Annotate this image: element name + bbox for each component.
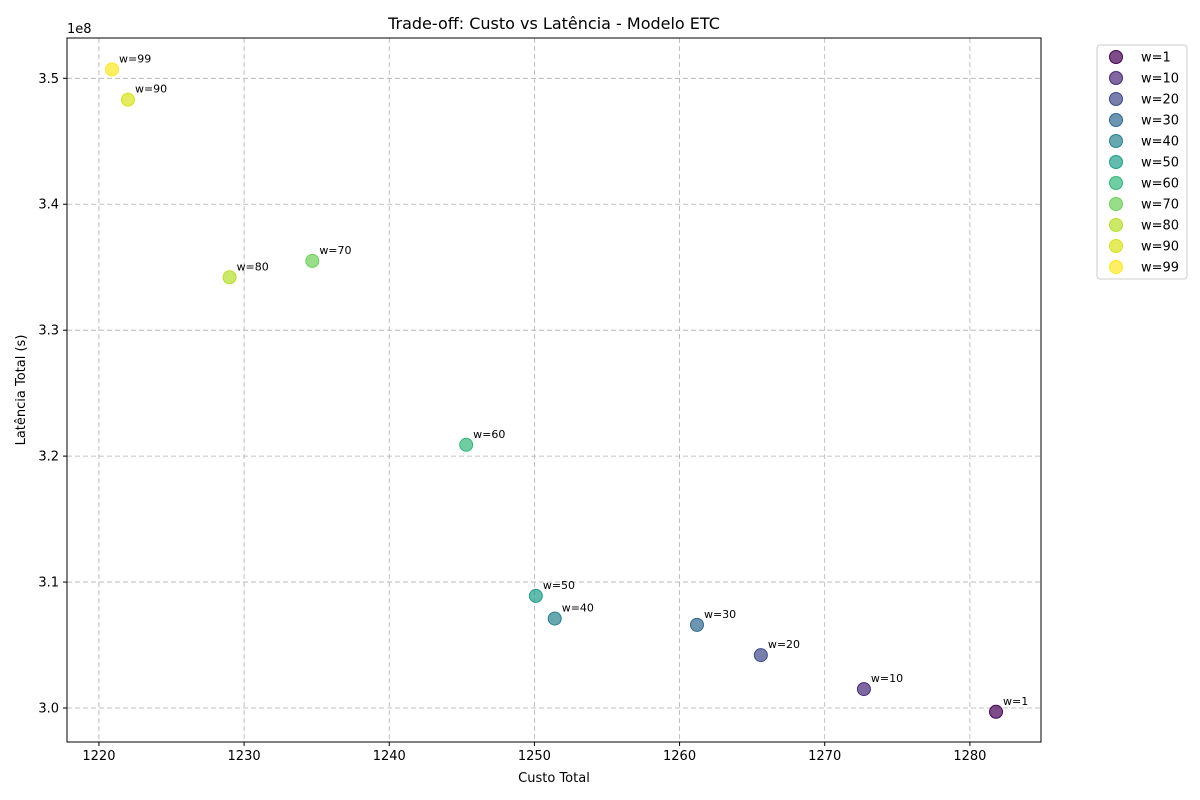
legend-marker — [1109, 71, 1123, 85]
data-point — [528, 588, 543, 603]
x-tick-label: 1270 — [808, 749, 841, 764]
legend-marker — [1109, 50, 1123, 64]
data-points — [104, 62, 1004, 719]
x-tick-label: 1260 — [663, 749, 696, 764]
x-tick-label: 1230 — [228, 749, 261, 764]
point-labels: w=1 w=10 w=20 w=30 w=40 w=50 w=60 w=70 w=80 w=90 w… — [119, 52, 1028, 707]
legend-label: w=10 — [1141, 72, 1179, 87]
point-label: w=90 — [135, 83, 167, 96]
point-label: w=80 — [237, 260, 269, 273]
legend-marker — [1109, 113, 1123, 127]
legend-marker — [1109, 218, 1123, 232]
y-axis-ticks: 3.0 3.1 3.2 3.3 3.4 3.5 — [38, 72, 67, 716]
x-tick-label: 1240 — [373, 749, 406, 764]
data-point — [753, 648, 768, 663]
legend-label: w=60 — [1141, 177, 1179, 192]
point-label: w=50 — [543, 579, 575, 592]
data-point — [305, 253, 320, 268]
plot-area-frame — [66, 37, 1042, 743]
point-label: w=10 — [871, 672, 903, 685]
legend-marker — [1109, 197, 1123, 211]
data-point — [856, 682, 871, 697]
y-tick-label: 3.1 — [38, 576, 59, 591]
legend-label: w=40 — [1141, 135, 1179, 150]
point-label: w=60 — [473, 428, 505, 441]
x-axis-title: Custo Total — [518, 771, 590, 786]
legend-label: w=70 — [1141, 198, 1179, 213]
data-point — [547, 611, 562, 626]
data-point — [222, 270, 237, 285]
point-label: w=99 — [119, 52, 151, 65]
legend-marker — [1109, 239, 1123, 253]
legend-marker — [1109, 176, 1123, 190]
legend-label: w=90 — [1141, 240, 1179, 255]
y-tick-label: 3.4 — [38, 198, 59, 213]
chart-title: Trade-off: Custo vs Latência - Modelo ET… — [387, 14, 720, 33]
x-axis-ticks: 1220 1230 1240 1250 1260 1270 1280 — [82, 742, 986, 764]
legend-marker — [1109, 92, 1123, 106]
x-tick-label: 1220 — [82, 749, 115, 764]
data-point — [989, 704, 1004, 719]
point-label: w=30 — [704, 608, 736, 621]
legend-marker — [1109, 155, 1123, 169]
legend-label: w=30 — [1141, 114, 1179, 129]
point-label: w=20 — [768, 638, 800, 651]
data-point — [120, 92, 135, 107]
y-tick-label: 3.3 — [38, 324, 59, 339]
point-label: w=1 — [1003, 695, 1028, 708]
x-tick-label: 1280 — [953, 749, 986, 764]
legend-label: w=80 — [1141, 219, 1179, 234]
point-label: w=40 — [562, 602, 594, 615]
y-tick-label: 3.2 — [38, 450, 59, 465]
data-point — [689, 617, 704, 632]
data-point — [459, 437, 474, 452]
x-tick-label: 1250 — [518, 749, 551, 764]
legend-label: w=1 — [1141, 51, 1171, 66]
point-label: w=70 — [319, 244, 351, 257]
legend-marker — [1109, 134, 1123, 148]
legend-label: w=20 — [1141, 93, 1179, 108]
legend-label: w=99 — [1141, 261, 1179, 276]
data-point — [104, 62, 119, 77]
legend-label: w=50 — [1141, 156, 1179, 171]
y-tick-label: 3.5 — [38, 72, 59, 87]
grid — [67, 38, 1041, 742]
legend-marker — [1109, 260, 1123, 274]
y-offset-label: 1e8 — [67, 22, 92, 37]
legend: w=1 w=10 w=20 w=30 w=40 w=50 w=60 w=70 w=80 w=90 w… — [1096, 44, 1188, 280]
y-tick-label: 3.0 — [38, 701, 59, 716]
y-axis-title: Latência Total (s) — [14, 335, 29, 446]
